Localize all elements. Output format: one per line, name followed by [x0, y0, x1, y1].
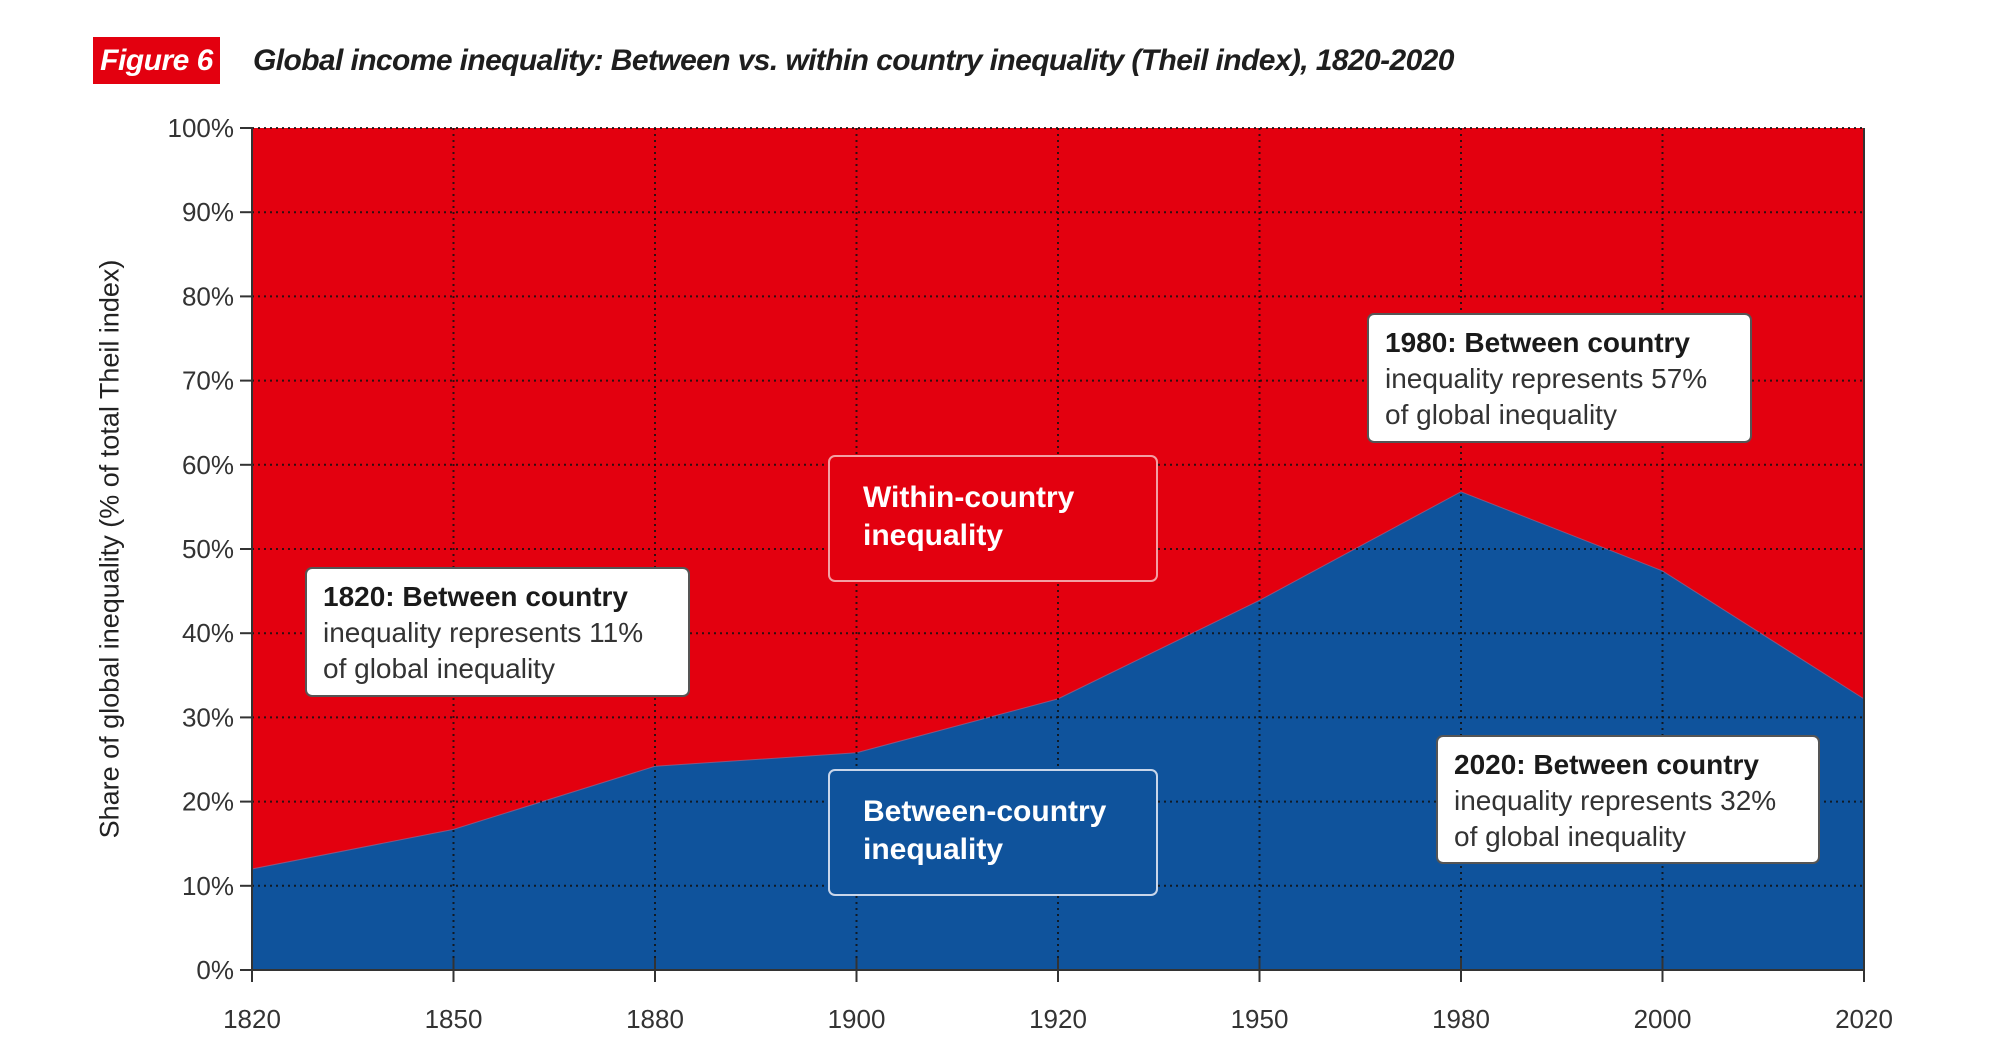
y-tick-label: 20%	[182, 787, 234, 817]
annotation-2020: 2020: Between country inequality represe…	[1436, 735, 1820, 864]
x-tick-label: 1850	[425, 1004, 483, 1034]
x-tick-label: 1900	[828, 1004, 886, 1034]
y-tick-label: 50%	[182, 534, 234, 564]
annotation-2020-line-2: inequality represents 32%	[1454, 785, 1777, 816]
x-tick-label: 2020	[1835, 1004, 1893, 1034]
chart-title: Global income inequality: Between vs. wi…	[253, 44, 1454, 77]
y-tick-label: 90%	[182, 197, 234, 227]
x-tick-label: 1820	[223, 1004, 281, 1034]
legend-within-line-2: inequality	[863, 519, 1004, 552]
y-tick-label: 40%	[182, 618, 234, 648]
legend-between-line-2: inequality	[863, 833, 1004, 866]
y-tick-label: 60%	[182, 450, 234, 480]
y-tick-label: 80%	[182, 281, 234, 311]
annotation-1980: 1980: Between country inequality represe…	[1367, 313, 1752, 443]
y-tick-label: 30%	[182, 702, 234, 732]
axes-layer: 0% 10% 20% 30% 40% 50% 60% 70% 80% 90% 100% 1820 185…	[168, 113, 1893, 1034]
figure-badge: Figure 6	[93, 37, 220, 84]
annotation-1820-head: 1820: Between country	[323, 581, 628, 612]
annotation-2020-head: 2020: Between country	[1454, 749, 1759, 780]
y-axis-label: Share of global inequality (% of total T…	[94, 259, 125, 839]
y-tick-label: 100%	[168, 113, 235, 143]
annotation-2020-line-3: of global inequality	[1454, 821, 1686, 852]
x-tick-label: 2000	[1634, 1004, 1692, 1034]
annotation-1980-line-2: inequality represents 57%	[1385, 363, 1708, 394]
y-tick-label: 10%	[182, 871, 234, 901]
legend-within-line-1: Within-country	[863, 481, 1075, 514]
annotation-1980-line-3: of global inequality	[1385, 399, 1617, 430]
x-tick-label: 1880	[626, 1004, 684, 1034]
x-tick-label: 1920	[1029, 1004, 1087, 1034]
y-tick-label: 70%	[182, 366, 234, 396]
legend-between-line-1: Between-country	[863, 795, 1107, 828]
y-tick-label: 0%	[196, 955, 234, 985]
annotation-1820-line-2: inequality represents 11%	[323, 617, 644, 648]
x-tick-label: 1980	[1432, 1004, 1490, 1034]
annotation-1820-line-3: of global inequality	[323, 653, 555, 684]
annotation-1980-head: 1980: Between country	[1385, 327, 1690, 358]
legend-label-within: Within-country inequality	[828, 455, 1158, 582]
legend-label-between: Between-country inequality	[828, 769, 1158, 896]
annotation-1820: 1820: Between country inequality represe…	[305, 567, 690, 697]
x-tick-label: 1950	[1231, 1004, 1289, 1034]
